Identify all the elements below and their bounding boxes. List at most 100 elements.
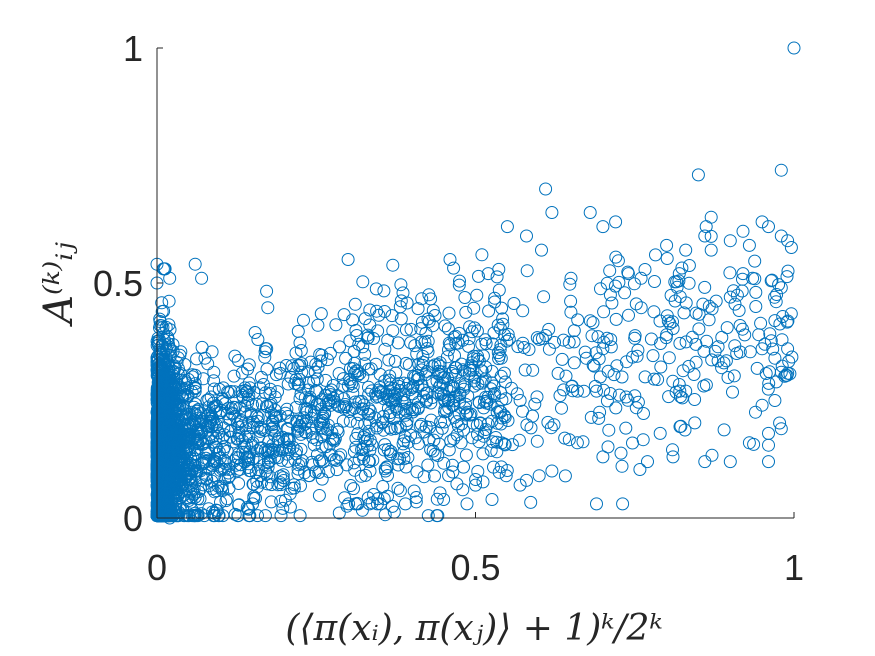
data-point [787,41,801,55]
data-point [416,383,430,397]
data-point [698,280,712,294]
data-point [553,389,567,403]
data-point [406,381,420,395]
data-point [609,215,623,229]
data-point [365,438,379,452]
data-point [155,319,169,333]
data-point [494,385,507,399]
data-point [615,370,629,384]
data-point [762,455,775,469]
data-point [587,359,601,373]
data-point [513,478,527,492]
data-point [369,357,383,371]
data-point [733,319,747,332]
data-point [291,467,305,481]
data-point [415,292,429,306]
data-point [487,326,501,340]
data-point [432,437,446,451]
data-point [268,428,281,442]
data-point [774,281,788,295]
data-point [281,410,295,423]
data-point [243,445,257,459]
data-point [530,434,544,448]
data-point [399,460,413,474]
data-point [295,365,309,379]
data-point [280,432,294,446]
data-point [274,469,287,483]
data-point [357,430,371,444]
data-point [626,436,639,450]
data-point [564,271,578,285]
data-point [422,288,436,302]
data-point [547,418,561,432]
data-point [291,359,305,373]
data-point [513,394,527,407]
data-point [520,418,534,432]
data-point [165,414,179,428]
data-point [619,390,633,404]
data-point [384,422,398,436]
data-point [551,366,565,380]
data-point [496,317,510,331]
data-point [447,261,461,275]
data-point [457,423,470,437]
data-point [673,336,687,350]
data-point [440,350,454,364]
data-point [524,495,538,509]
data-point [748,254,762,268]
data-point [170,398,184,412]
data-point [213,463,227,477]
data-point [392,379,406,393]
data-point [240,501,254,514]
data-point [443,253,457,266]
data-point [610,359,624,373]
data-point [255,475,269,489]
data-point [535,332,549,345]
data-point [332,506,346,520]
data-point [537,290,551,304]
data-point [410,465,424,479]
data-point [442,443,456,457]
data-point [735,284,749,298]
data-point [212,509,225,523]
data-point [173,452,187,466]
data-point [274,494,288,508]
data-point [490,435,504,449]
data-point [276,468,290,482]
data-point [492,352,506,366]
data-point [433,378,447,392]
data-point [315,453,329,467]
data-point [723,455,737,469]
data-point [583,206,597,219]
data-point [447,432,461,446]
data-point [305,455,319,469]
data-point [377,443,391,457]
data-point [483,397,497,411]
data-point [321,423,334,436]
data-point [187,430,201,444]
data-point [242,358,256,372]
data-point [362,402,376,416]
data-point [391,481,405,495]
data-point [723,266,737,280]
data-point [723,290,737,304]
data-point [604,340,618,354]
data-point [467,379,481,393]
data-point [720,321,734,335]
data-point [363,318,377,332]
data-point [542,322,556,336]
data-point [162,318,176,332]
data-point [629,401,643,415]
data-point [235,414,249,428]
data-point [410,373,424,386]
data-point [727,369,741,383]
data-point [399,323,413,337]
data-point [592,352,606,366]
data-point [530,331,544,345]
data-point [152,404,166,418]
data-point [675,261,689,275]
data-point [619,421,633,435]
data-point [500,220,514,234]
data-point [567,356,581,370]
data-point [459,407,473,421]
